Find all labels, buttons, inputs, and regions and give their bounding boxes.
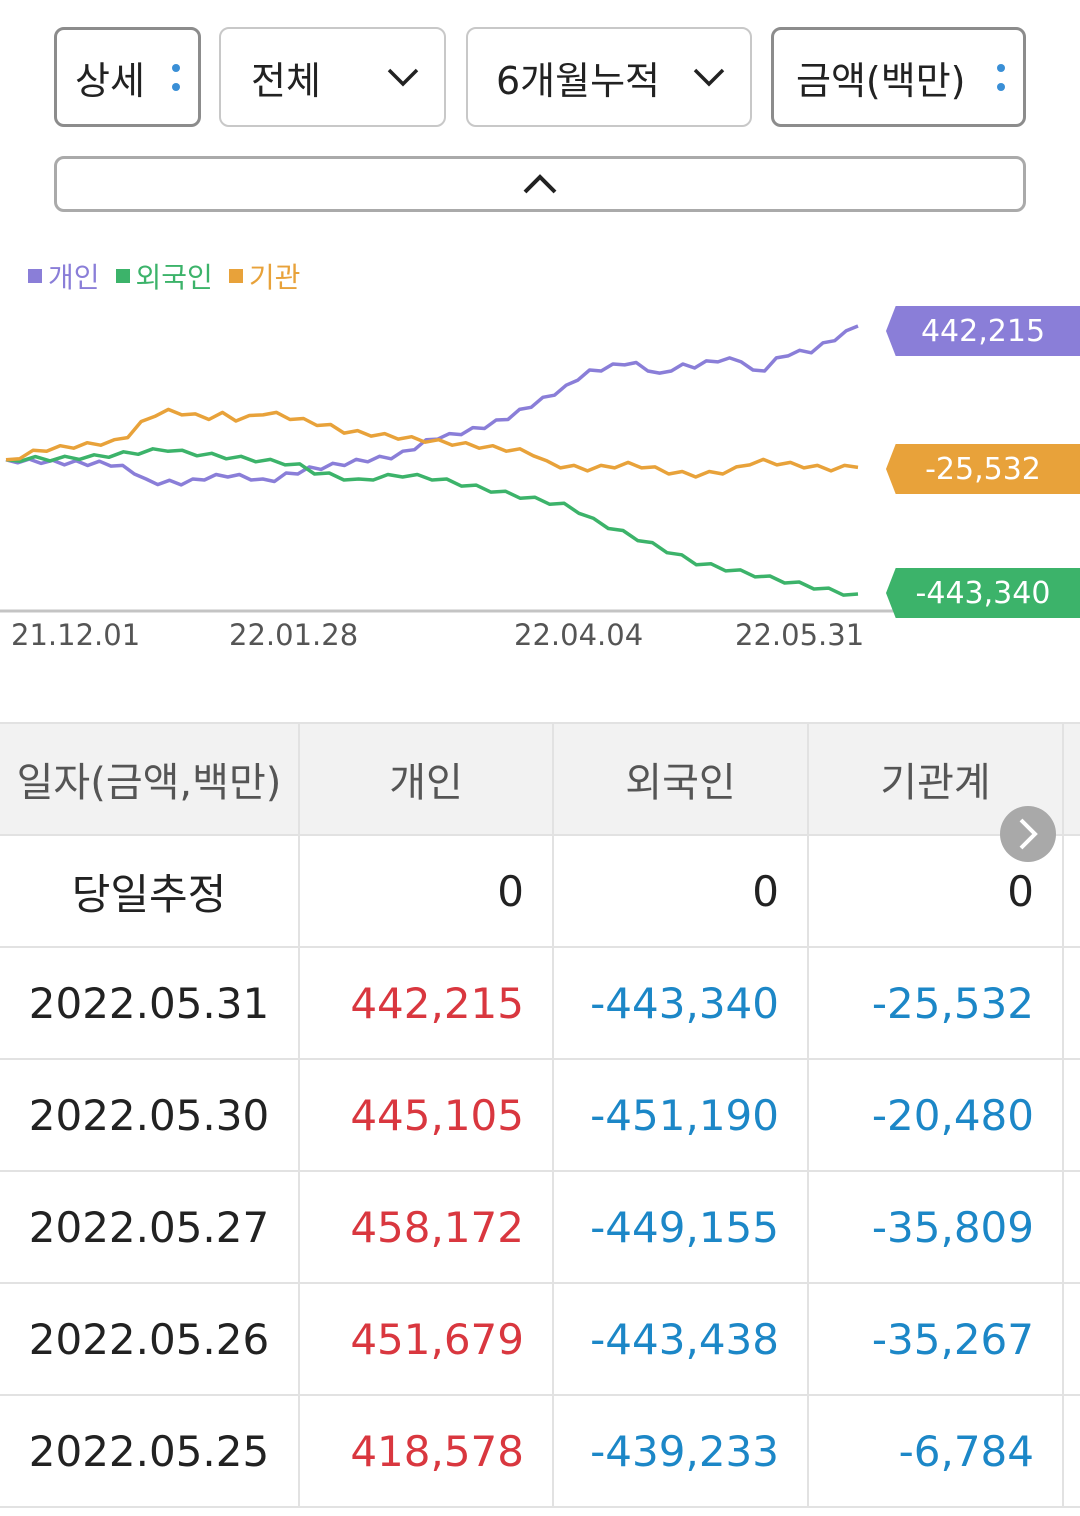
table-header-row: 일자(금액,백만) 개인 외국인 기관계	[0, 722, 1080, 836]
more-options-icon	[997, 63, 1005, 91]
cell-individual: 418,578	[299, 1395, 554, 1508]
cell-overflow	[1063, 1171, 1080, 1284]
cell-institution: -35,809	[808, 1171, 1064, 1284]
cell-foreign: -443,438	[553, 1283, 809, 1396]
series-value-tag-institution: -25,532	[886, 444, 1080, 494]
legend-item-individual: 개인	[28, 256, 100, 296]
cell-foreign: -439,233	[553, 1395, 809, 1508]
series-line-institution	[5, 407, 859, 479]
cell-individual: 451,679	[299, 1283, 554, 1396]
cell-foreign: -449,155	[553, 1171, 809, 1284]
cell-individual: 445,105	[299, 1059, 554, 1172]
legend-swatch	[28, 269, 42, 283]
legend-label: 기관	[248, 261, 301, 294]
x-tick-label: 22.05.31	[735, 618, 865, 652]
cell-institution: -25,532	[808, 947, 1064, 1060]
table-row[interactable]: 2022.05.25 418,578 -439,233 -6,784	[0, 1395, 1080, 1508]
legend-swatch	[115, 269, 130, 283]
cell-individual: 458,172	[299, 1171, 554, 1284]
chevron-down-icon	[693, 68, 725, 87]
cell-individual: 442,215	[299, 947, 554, 1060]
tag-text: -25,532	[925, 451, 1041, 487]
tag-text: 442,215	[920, 313, 1046, 349]
cell-date: 2022.05.30	[0, 1059, 300, 1172]
table-row[interactable]: 2022.05.27 458,172 -449,155 -35,809	[0, 1171, 1080, 1284]
table-row[interactable]: 2022.05.31 442,215 -443,340 -25,532	[0, 947, 1080, 1060]
investor-table: 일자(금액,백만) 개인 외국인 기관계 당일추정 0 0 0 2022.05.31 44…	[0, 722, 1080, 1508]
x-tick-label: 22.04.04	[514, 618, 644, 652]
chevron-up-icon	[523, 174, 557, 194]
cell-date: 당일추정	[0, 835, 300, 948]
series-value-tag-foreign: -443,340	[886, 568, 1080, 618]
x-tick-label: 21.12.01	[11, 618, 141, 652]
cell-foreign: 0	[553, 835, 809, 948]
cell-overflow	[1063, 1283, 1080, 1396]
cell-institution: -6,784	[808, 1395, 1064, 1508]
table-row[interactable]: 당일추정 0 0 0	[0, 835, 1080, 948]
col-header-institution: 기관계	[808, 722, 1064, 836]
view-select-label: 상세	[75, 58, 145, 103]
series-line-individual	[5, 324, 859, 487]
cell-foreign: -451,190	[553, 1059, 809, 1172]
col-header-overflow	[1063, 722, 1080, 836]
more-options-icon	[172, 63, 180, 91]
view-select[interactable]: 상세	[54, 27, 201, 127]
series-value-tag-individual: 442,215	[886, 306, 1080, 356]
legend-label: 외국인	[135, 261, 213, 294]
col-header-date: 일자(금액,백만)	[0, 722, 300, 836]
col-header-individual: 개인	[299, 722, 554, 836]
collapse-button[interactable]	[54, 156, 1026, 212]
cell-date: 2022.05.31	[0, 947, 300, 1060]
scope-dropdown[interactable]: 전체	[219, 27, 446, 127]
legend-item-institution: 기관	[228, 256, 301, 296]
cell-foreign: -443,340	[553, 947, 809, 1060]
legend-label: 개인	[48, 261, 100, 294]
cell-overflow	[1063, 947, 1080, 1060]
cell-overflow	[1063, 835, 1080, 948]
cell-institution: -35,267	[808, 1283, 1064, 1396]
cell-date: 2022.05.26	[0, 1283, 300, 1396]
chevron-right-icon	[1019, 818, 1038, 850]
x-tick-label: 22.01.28	[229, 618, 359, 652]
scope-dropdown-label: 전체	[251, 58, 321, 103]
scroll-right-button[interactable]	[1000, 806, 1056, 862]
chart-legend: 개인 외국인 기관	[28, 256, 300, 296]
tag-text: -443,340	[915, 575, 1051, 611]
cell-date: 2022.05.27	[0, 1171, 300, 1284]
unit-select[interactable]: 금액(백만)	[771, 27, 1026, 127]
col-header-foreign: 외국인	[553, 722, 809, 836]
cell-overflow	[1063, 1395, 1080, 1508]
table-row[interactable]: 2022.05.26 451,679 -443,438 -35,267	[0, 1283, 1080, 1396]
legend-swatch	[228, 269, 243, 283]
cell-individual: 0	[299, 835, 554, 948]
table-row[interactable]: 2022.05.30 445,105 -451,190 -20,480	[0, 1059, 1080, 1172]
cell-overflow	[1063, 1059, 1080, 1172]
period-dropdown-label: 6개월누적	[496, 58, 661, 103]
cell-date: 2022.05.25	[0, 1395, 300, 1508]
cell-institution: -20,480	[808, 1059, 1064, 1172]
unit-select-label: 금액(백만)	[796, 58, 966, 103]
period-dropdown[interactable]: 6개월누적	[466, 27, 752, 127]
series-line-foreign	[5, 447, 859, 597]
chevron-down-icon	[387, 68, 419, 87]
legend-item-foreign: 외국인	[115, 256, 213, 296]
